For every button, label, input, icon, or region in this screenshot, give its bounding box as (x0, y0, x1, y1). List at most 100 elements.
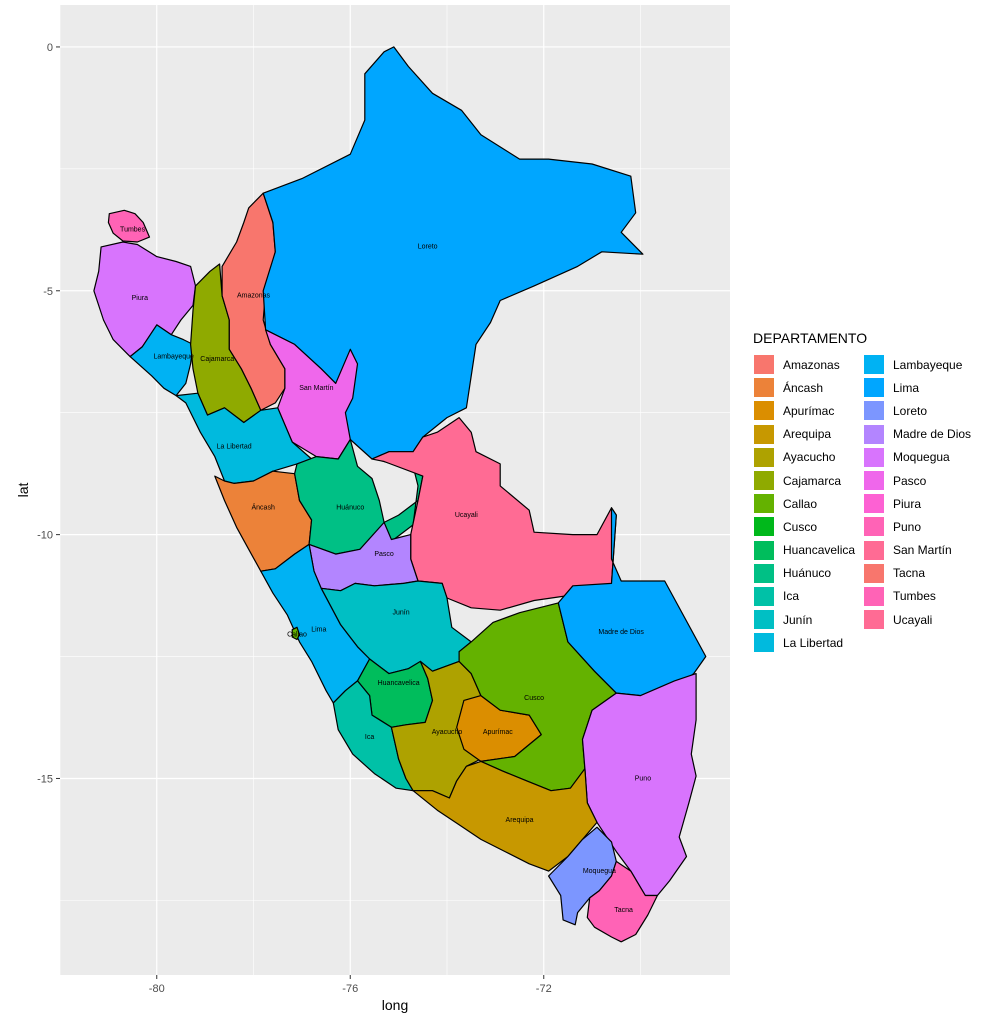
legend-label: Ucayali (893, 612, 933, 627)
legend-swatch (753, 493, 775, 515)
region-label-moquegua: Moquegua (583, 868, 616, 875)
region-tacna[interactable] (586, 860, 659, 943)
legend-label: Huánuco (783, 566, 832, 581)
region-label-madre-de-dios: Madre de Dios (598, 629, 644, 636)
departments-layer (93, 46, 707, 943)
x-tick-label: -72 (536, 983, 552, 995)
legend-label: Huancavelica (783, 543, 856, 558)
x-tick-label: -76 (342, 983, 358, 995)
legend-swatch (863, 493, 885, 515)
legend-swatch (863, 354, 885, 376)
region-label-san-martin: San Martín (299, 385, 333, 392)
region-label-apurimac: Apurímac (483, 729, 513, 736)
legend-label: Moquegua (893, 450, 950, 465)
legend-swatch (753, 516, 775, 538)
legend-swatch (863, 446, 885, 468)
x-axis-title: long (382, 997, 408, 1013)
region-label-huanuco: Huánuco (336, 505, 364, 512)
legend-swatch (863, 609, 885, 631)
region-label-loreto: Loreto (418, 244, 438, 251)
legend-item: Pasco (863, 469, 973, 492)
legend-item: Huánuco (753, 562, 863, 585)
legend-label: Puno (893, 519, 922, 534)
region-label-pasco: Pasco (374, 551, 394, 558)
legend-label: Amazonas (783, 357, 840, 372)
legend-item: Áncash (753, 376, 863, 399)
legend-title: DEPARTAMENTO (753, 330, 868, 346)
legend-item: Arequipa (753, 423, 863, 446)
region-arequipa[interactable] (412, 760, 598, 872)
region-label-cusco: Cusco (524, 695, 544, 702)
legend-label: Áncash (783, 380, 824, 395)
legend-label: Lima (893, 380, 920, 395)
legend-label: Apurímac (783, 403, 835, 418)
region-piura[interactable] (93, 241, 197, 358)
region-label-tacna: Tacna (614, 907, 633, 914)
legend-item: Lambayeque (863, 353, 973, 376)
legend-swatch (753, 609, 775, 631)
legend-label: Piura (893, 496, 922, 511)
legend-label: Junín (783, 612, 813, 627)
legend-item: Puno (863, 515, 973, 538)
legend-item: Junín (753, 608, 863, 631)
legend-swatch (753, 446, 775, 468)
legend-item: Ica (753, 585, 863, 608)
legend-label: Lambayeque (893, 357, 963, 372)
y-axis-title: lat (15, 483, 31, 498)
legend-item: Ayacucho (753, 446, 863, 469)
legend-item: Huancavelica (753, 539, 863, 562)
legend-swatch (863, 562, 885, 584)
legend-item: Cusco (753, 515, 863, 538)
region-label-ucayali: Ucayali (455, 512, 478, 519)
legend-label: Pasco (893, 473, 927, 488)
region-label-callao: Callao (287, 631, 307, 638)
y-axis-ticks: 0 -5 -10 -15 (37, 42, 60, 785)
y-tick-label: -15 (37, 773, 53, 785)
legend-column: Lambayeque Lima Loreto Madre de Dios Moquegu… (863, 353, 973, 654)
legend-swatch (753, 354, 775, 376)
legend-label: Tumbes (893, 589, 936, 604)
legend-swatch (753, 377, 775, 399)
legend-item: Apurímac (753, 399, 863, 422)
region-label-ayacucho: Ayacucho (432, 729, 463, 736)
legend-label: Callao (783, 496, 818, 511)
region-label-tumbes: Tumbes (120, 227, 146, 234)
region-label-ica: Ica (365, 734, 374, 741)
legend-label: La Libertad (783, 635, 844, 650)
legend-swatch (753, 423, 775, 445)
y-tick-label: 0 (47, 42, 53, 54)
legend-item: Ucayali (863, 608, 973, 631)
region-label-cajamarca: Cajamarca (200, 356, 234, 363)
legend-item: San Martín (863, 539, 973, 562)
region-label-piura: Piura (132, 295, 148, 302)
legend-columns: Amazonas Áncash Apurímac Arequipa Ayacucho Ca… (753, 353, 973, 654)
legend-swatch (753, 539, 775, 561)
legend-swatch (753, 562, 775, 584)
legend-item: Tumbes (863, 585, 973, 608)
legend-item: Loreto (863, 399, 973, 422)
legend-swatch (863, 470, 885, 492)
y-tick-label: -10 (37, 530, 53, 542)
y-tick-label: -5 (43, 286, 53, 298)
legend-swatch (753, 470, 775, 492)
legend-swatch (863, 377, 885, 399)
region-loreto[interactable] (262, 46, 644, 460)
region-label-arequipa: Arequipa (506, 817, 534, 824)
legend-item: Madre de Dios (863, 423, 973, 446)
legend-item: Tacna (863, 562, 973, 585)
region-callao[interactable] (291, 626, 301, 641)
department-labels-layer: Tumbes Piura Lambayeque Cajamarca Amazonas Lo… (120, 227, 651, 914)
x-axis-ticks: -80 -76 -72 (149, 975, 552, 995)
legend-label: Arequipa (783, 427, 832, 442)
legend-label: Madre de Dios (893, 427, 972, 442)
legend-swatch (863, 539, 885, 561)
legend-label: Cusco (783, 519, 818, 534)
region-label-la-libertad: La Libertad (217, 444, 252, 451)
region-tumbes[interactable] (107, 209, 151, 243)
region-label-lima: Lima (311, 627, 326, 634)
legend-label: Tacna (893, 566, 926, 581)
legend-swatch (753, 632, 775, 654)
region-label-lambayeque: Lambayeque (153, 353, 194, 360)
legend-label: Ica (783, 589, 800, 604)
